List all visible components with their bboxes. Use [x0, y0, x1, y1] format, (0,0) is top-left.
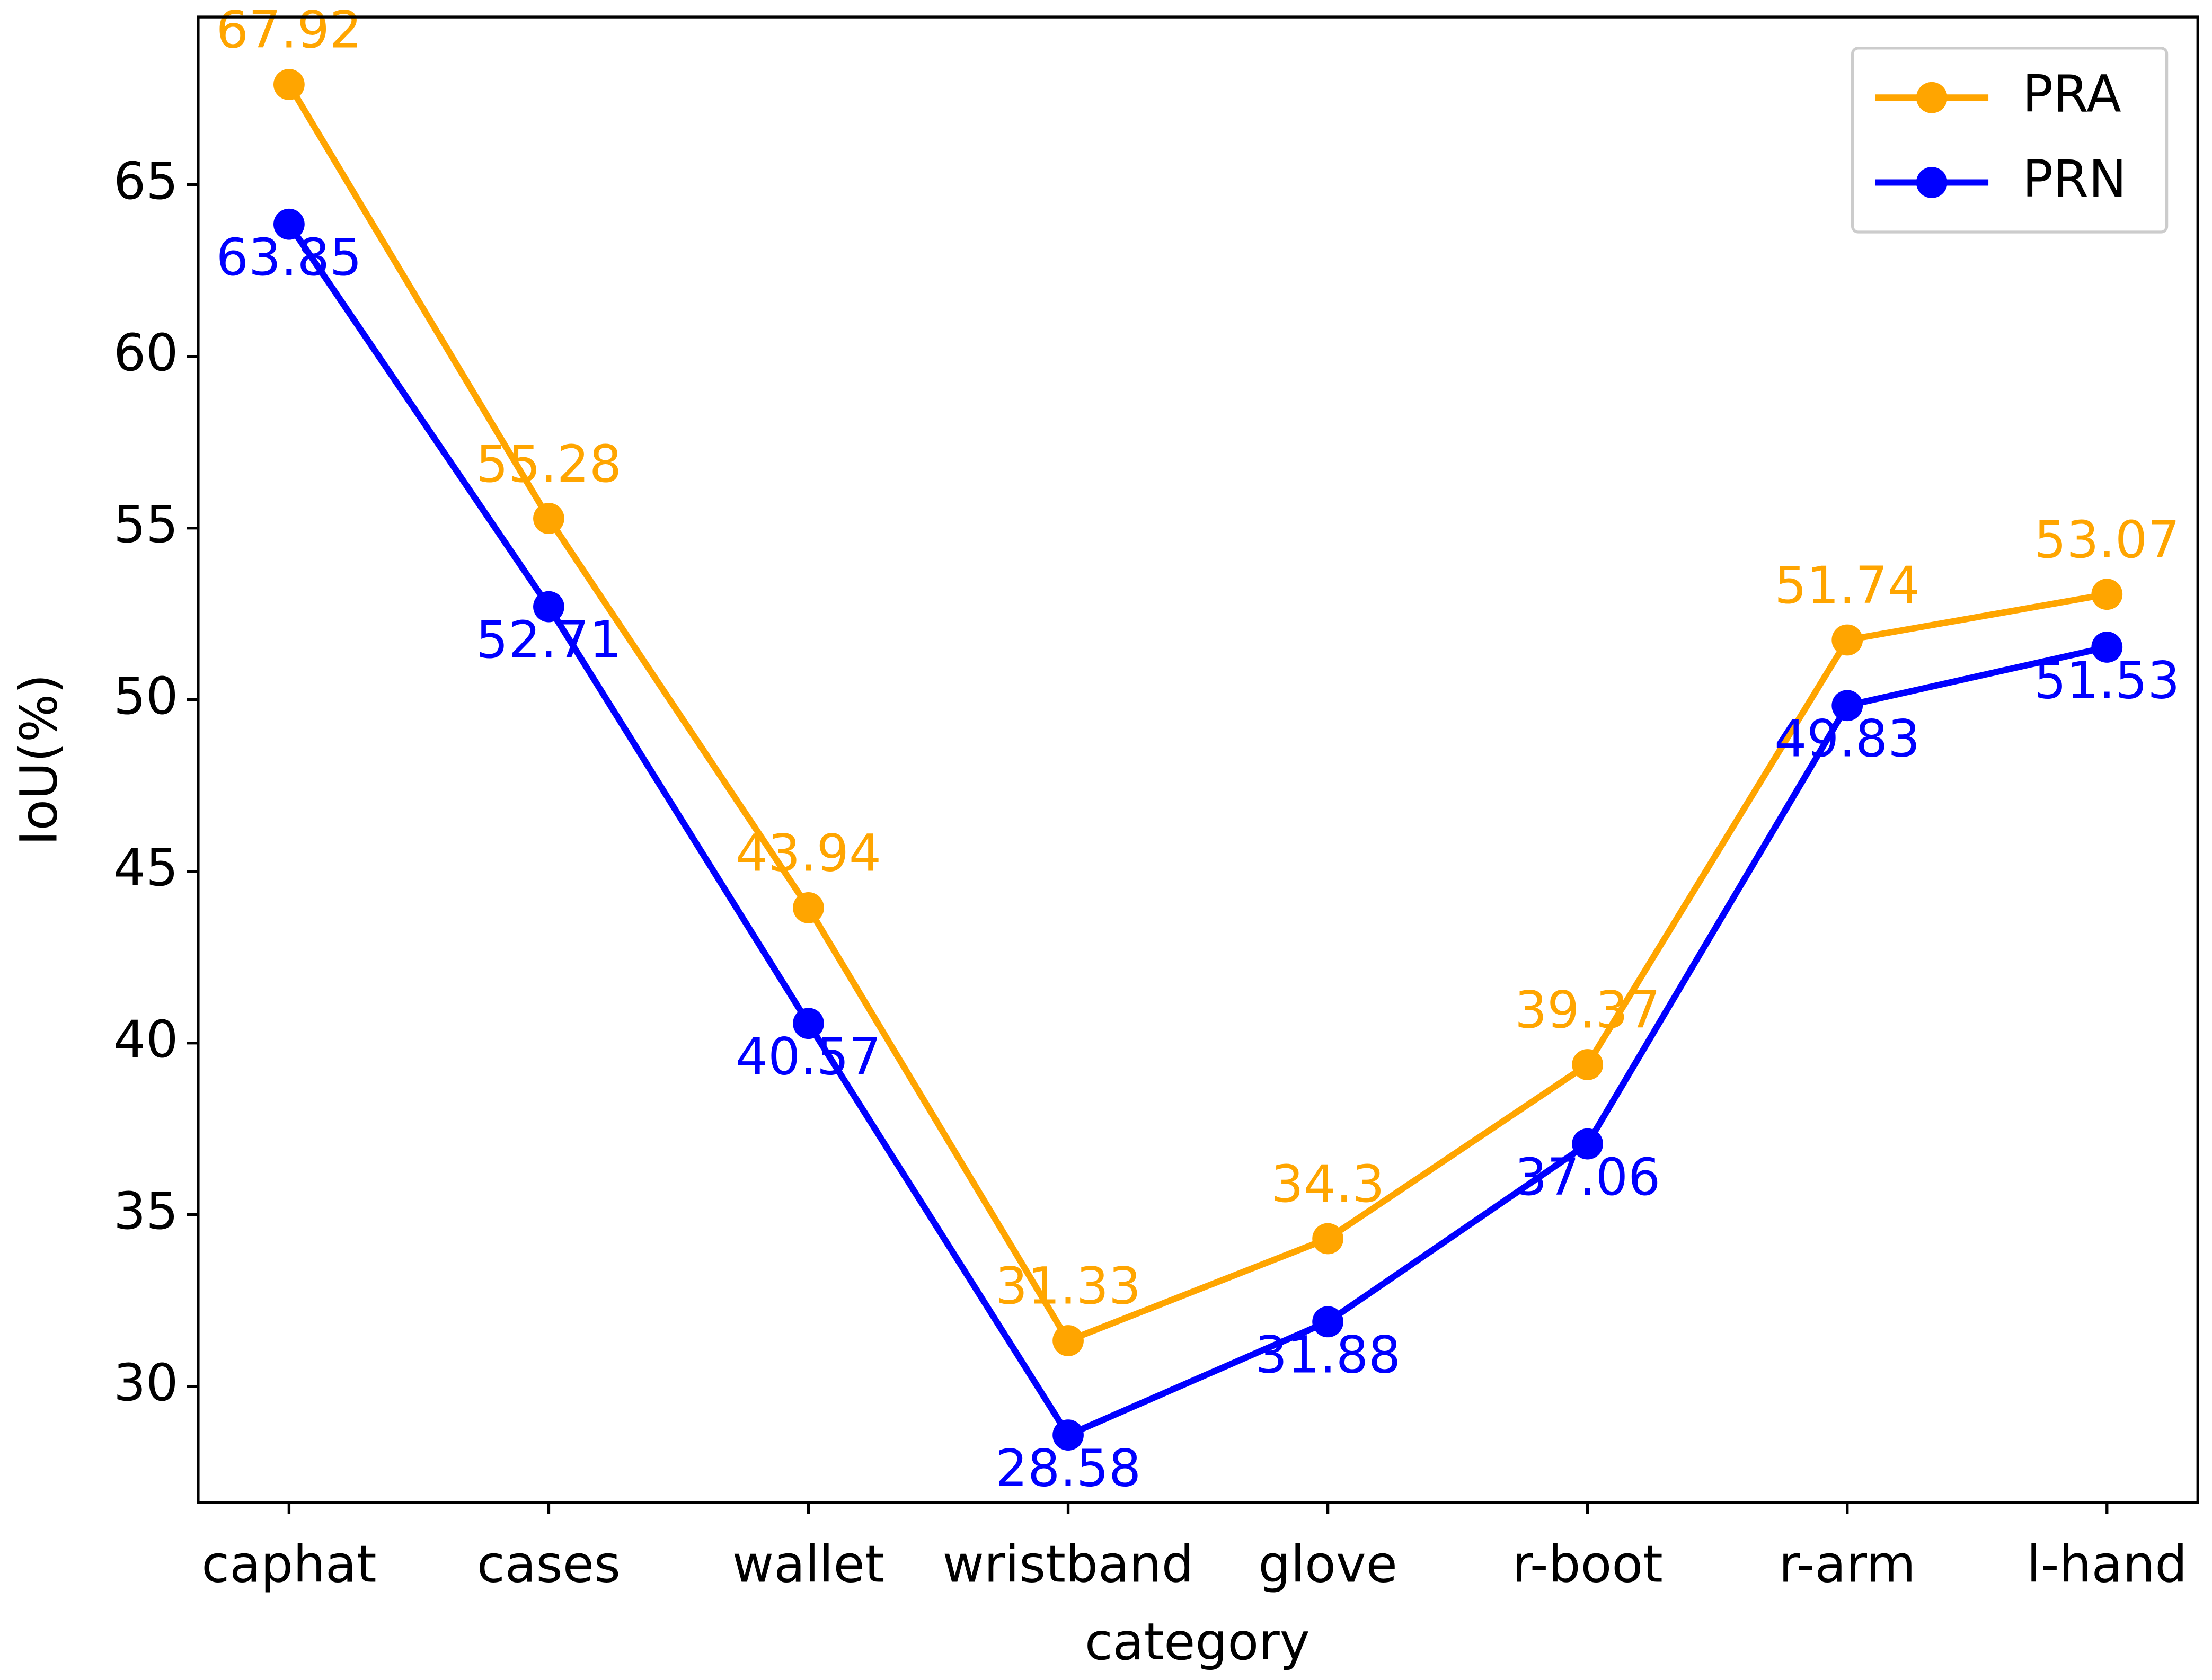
data-label: 63.85	[216, 228, 362, 287]
data-label: 31.33	[995, 1257, 1141, 1316]
data-label: 43.94	[736, 824, 881, 883]
point	[273, 208, 305, 240]
y-tick-label: 30	[113, 1353, 178, 1412]
y-tick-label: 60	[113, 323, 178, 383]
point	[1831, 690, 1863, 722]
plot-frame	[197, 15, 2199, 1504]
x-tick-label: cases	[477, 1534, 621, 1594]
line	[286, 222, 2108, 1439]
legend-marker	[1916, 82, 1948, 113]
data-label: 67.92	[216, 1, 362, 60]
y-tick-label: 35	[113, 1181, 178, 1241]
point	[1572, 1049, 1604, 1080]
data-label: 51.53	[2034, 651, 2180, 710]
data-label: 37.06	[1515, 1148, 1660, 1207]
data-label: 52.71	[476, 610, 622, 670]
point	[793, 1008, 824, 1039]
point	[533, 503, 564, 534]
legend-label: PRA	[2022, 65, 2121, 124]
legend-label: PRN	[2022, 149, 2127, 209]
legend-marker	[1916, 167, 1948, 198]
x-tick-label: caphat	[201, 1534, 376, 1594]
data-label: 28.58	[995, 1438, 1141, 1498]
y-tick-label: 65	[113, 152, 178, 211]
x-tick-label: wristband	[942, 1534, 1193, 1594]
point	[1052, 1325, 1084, 1356]
x-tick-label: wallet	[732, 1534, 885, 1594]
line	[286, 83, 2108, 1345]
y-tick-label: 45	[113, 838, 178, 897]
data-label: 53.07	[2034, 510, 2180, 570]
x-tick-label: l-hand	[2027, 1534, 2187, 1594]
data-label: 34.3	[1271, 1154, 1385, 1214]
point	[1312, 1306, 1343, 1338]
x-tick-label: r-arm	[1779, 1534, 1916, 1594]
legend: PRA PRN	[1851, 47, 2169, 234]
data-label: 51.74	[1774, 556, 1920, 615]
data-label: 31.88	[1255, 1326, 1401, 1385]
point	[1312, 1223, 1343, 1255]
y-tick-label: 55	[113, 495, 178, 554]
y-axis-label: IoU(%)	[9, 674, 68, 846]
x-tick-label: glove	[1258, 1534, 1397, 1594]
data-label: 55.28	[476, 434, 622, 494]
y-tick-label: 40	[113, 1010, 178, 1069]
point	[1831, 624, 1863, 656]
data-label: 40.57	[736, 1027, 881, 1087]
point	[2091, 632, 2123, 663]
point	[793, 892, 824, 923]
point	[1572, 1128, 1604, 1160]
point	[273, 69, 305, 100]
x-tick-label: r-boot	[1512, 1534, 1662, 1594]
x-axis-label: category	[1085, 1612, 1310, 1672]
point	[533, 591, 564, 623]
point	[1052, 1419, 1084, 1451]
data-label: 49.83	[1774, 709, 1920, 768]
data-label: 39.37	[1515, 981, 1660, 1040]
point	[2091, 579, 2123, 610]
y-tick-label: 50	[113, 666, 178, 726]
